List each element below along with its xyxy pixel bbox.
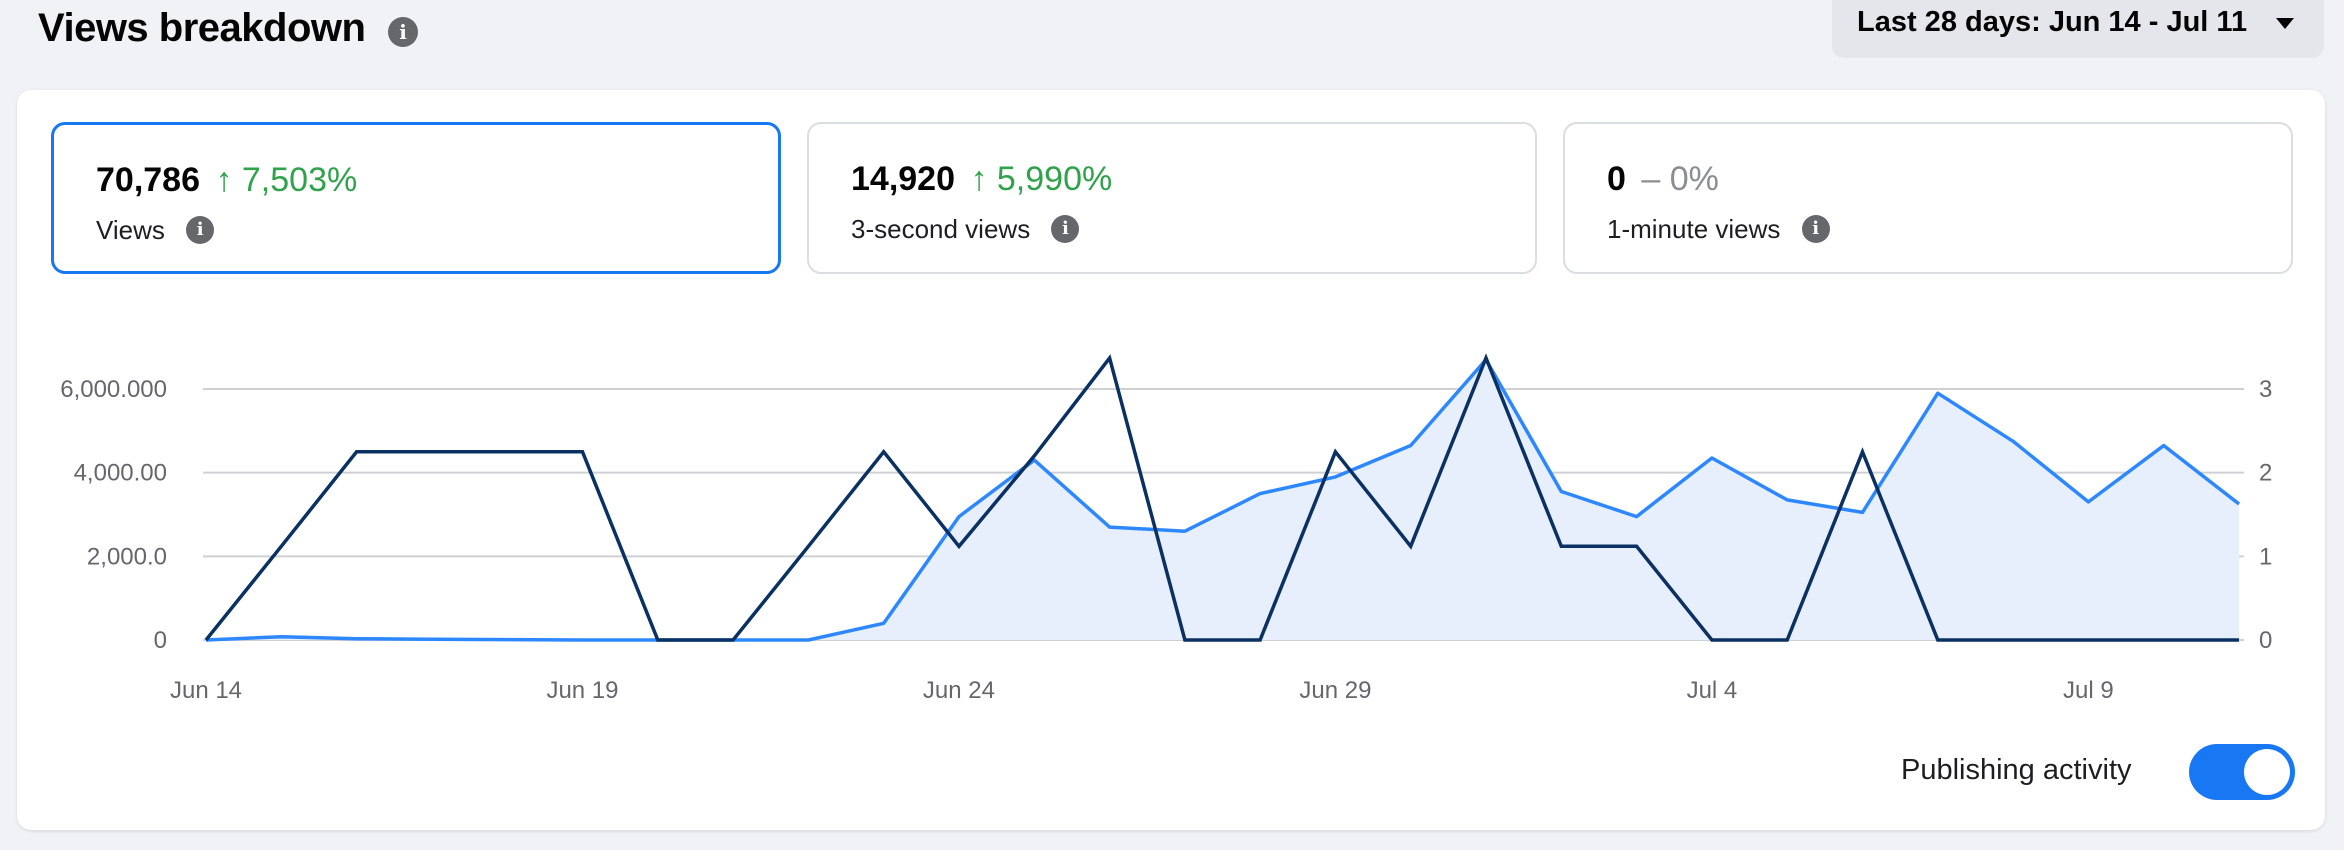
metric-change: – 0% [1641, 160, 1719, 198]
date-range-dropdown[interactable]: Last 28 days: Jun 14 - Jul 11 [1832, 0, 2324, 58]
views-area [206, 359, 2239, 640]
caret-down-icon [2276, 18, 2294, 29]
metric-change: ↑ 7,503% [215, 161, 358, 199]
toggle-knob [2244, 749, 2290, 795]
y-right-tick-label: 2 [2259, 460, 2272, 487]
info-icon[interactable]: i [1801, 215, 1830, 244]
y-right-tick-label: 3 [2259, 376, 2272, 403]
metric-card-3-second-views[interactable]: 14,920 ↑ 5,990% 3-second views i [807, 122, 1537, 274]
metric-value: 14,920 [851, 160, 955, 198]
y-right-tick-label: 1 [2259, 543, 2272, 570]
metric-value-row: 0 – 0% [1607, 160, 1719, 199]
views-card: 70,786 ↑ 7,503% Views i 14,920 ↑ 5,990% … [17, 90, 2325, 830]
page-title: Views breakdown [38, 6, 366, 50]
x-tick-label: Jun 24 [923, 677, 995, 704]
metric-label-row: 1-minute views i [1607, 214, 1830, 245]
views-line-chart: 0 2,000.0 4,000.00 6,000.000 0 1 2 3 Jun 14 Jun 1… [60, 353, 2272, 704]
info-icon[interactable]: i [186, 216, 215, 245]
y-left-tick-label: 6,000.000 [60, 376, 167, 403]
metric-card-views[interactable]: 70,786 ↑ 7,503% Views i [51, 122, 781, 274]
y-left-tick-label: 4,000.00 [74, 460, 167, 487]
metric-label: Views [96, 215, 165, 245]
x-tick-label: Jun 29 [1299, 677, 1371, 704]
metric-value-row: 70,786 ↑ 7,503% [96, 161, 357, 200]
metric-value: 0 [1607, 160, 1626, 198]
info-icon[interactable]: i [1051, 215, 1080, 244]
metric-change: ↑ 5,990% [970, 160, 1113, 198]
publishing-activity-toggle[interactable] [2189, 744, 2295, 800]
metric-card-1-minute-views[interactable]: 0 – 0% 1-minute views i [1563, 122, 2293, 274]
x-tick-label: Jul 4 [1687, 677, 1738, 704]
header: Views breakdown i Last 28 days: Jun 14 -… [0, 0, 2344, 80]
y-right-tick-label: 0 [2259, 627, 2272, 654]
x-tick-label: Jul 9 [2063, 677, 2114, 704]
metric-value-row: 14,920 ↑ 5,990% [851, 160, 1112, 199]
y-left-tick-label: 0 [154, 627, 167, 654]
date-range-label: Last 28 days: Jun 14 - Jul 11 [1857, 6, 2248, 38]
metric-label-row: 3-second views i [851, 214, 1080, 245]
publishing-activity-label: Publishing activity [1901, 754, 2132, 786]
metric-value: 70,786 [96, 161, 200, 199]
y-left-tick-label: 2,000.0 [87, 543, 167, 570]
x-tick-label: Jun 19 [546, 677, 618, 704]
views-line [205, 357, 2241, 642]
metric-label-row: Views i [96, 215, 215, 246]
x-tick-label: Jun 14 [170, 677, 242, 704]
metric-label: 3-second views [851, 214, 1031, 244]
publishing-activity-line [204, 353, 2239, 642]
info-icon[interactable]: i [388, 17, 418, 47]
metric-label: 1-minute views [1607, 214, 1781, 244]
